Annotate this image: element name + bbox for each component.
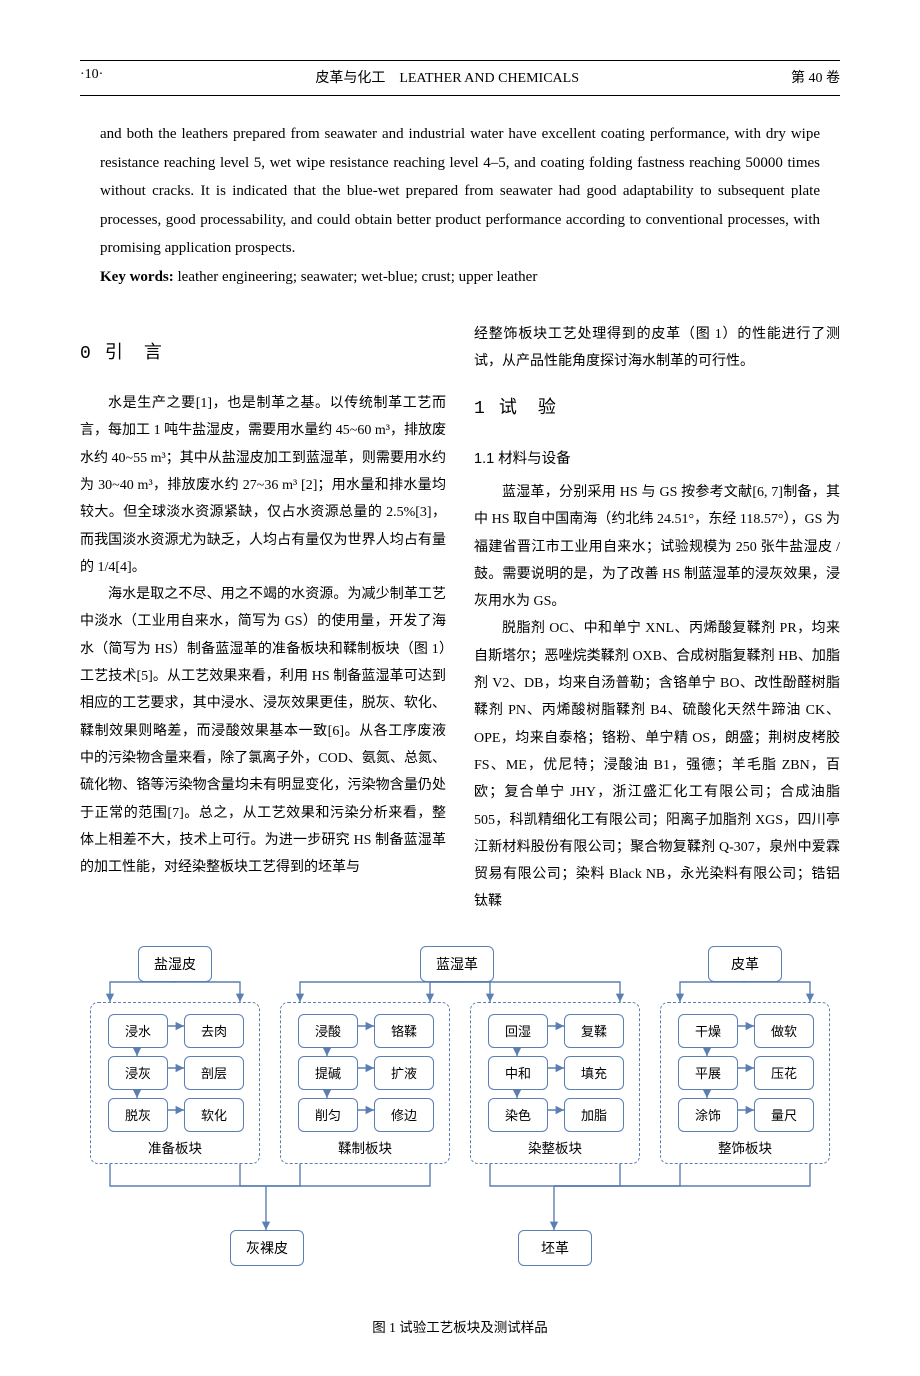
section-1-title: 试 验 xyxy=(499,397,564,417)
column-left: 0 引 言 水是生产之要[1]，也是制革之基。以传统制革工艺而言，每加工 1 吨牛… xyxy=(80,321,446,916)
rule-top xyxy=(80,60,840,61)
flowchart-step-1-2-0: 削匀 xyxy=(298,1098,358,1132)
flowchart-step-3-2-0: 涂饰 xyxy=(678,1098,738,1132)
journal-title-cn: 皮革与化工 xyxy=(315,71,385,86)
flowchart-output-1: 坯革 xyxy=(518,1230,592,1266)
volume-label: 第 40 卷 xyxy=(791,67,840,87)
flowchart-step-1-0-0: 浸酸 xyxy=(298,1014,358,1048)
section-1-heading: 1 试 验 xyxy=(474,390,840,427)
flowchart-module-label-1: 鞣制板块 xyxy=(281,1137,449,1157)
page-number: ·10· xyxy=(80,67,103,87)
flowchart-input-0: 盐湿皮 xyxy=(138,946,212,982)
flowchart-step-0-1-1: 剖层 xyxy=(184,1056,244,1090)
running-header: ·10· 皮革与化工 LEATHER AND CHEMICALS 第 40 卷 xyxy=(80,67,840,96)
para-right-2: 脱脂剂 OC、中和单宁 XNL、丙烯酸复鞣剂 PR，均来自斯塔尔；恶唑烷类鞣剂 … xyxy=(474,615,840,915)
page: ·10· 皮革与化工 LEATHER AND CHEMICALS 第 40 卷 … xyxy=(0,0,920,1376)
flowchart-step-3-2-1: 量尺 xyxy=(754,1098,814,1132)
column-right: 经整饰板块工艺处理得到的皮革（图 1）的性能进行了测试，从产品性能角度探讨海水制… xyxy=(474,321,840,916)
flowchart-step-1-1-1: 扩液 xyxy=(374,1056,434,1090)
flowchart-step-3-0-0: 干燥 xyxy=(678,1014,738,1048)
flowchart-step-2-0-0: 回湿 xyxy=(488,1014,548,1048)
flowchart-output-0: 灰裸皮 xyxy=(230,1230,304,1266)
body-columns: 0 引 言 水是生产之要[1]，也是制革之基。以传统制革工艺而言，每加工 1 吨牛… xyxy=(80,321,840,916)
para-left-1: 水是生产之要[1]，也是制革之基。以传统制革工艺而言，每加工 1 吨牛盐湿皮，需… xyxy=(80,390,446,581)
flowchart-step-2-1-1: 填充 xyxy=(564,1056,624,1090)
flowchart-step-2-2-1: 加脂 xyxy=(564,1098,624,1132)
keywords: leather engineering; seawater; wet-blue;… xyxy=(174,269,538,285)
flowchart-step-3-0-1: 做软 xyxy=(754,1014,814,1048)
flowchart-step-0-0-0: 浸水 xyxy=(108,1014,168,1048)
section-1-num: 1 xyxy=(474,399,485,419)
section-0-heading: 0 引 言 xyxy=(80,335,446,372)
flowchart-step-1-2-1: 修边 xyxy=(374,1098,434,1132)
para-left-2: 海水是取之不尽、用之不竭的水资源。为减少制革工艺中淡水（工业用自来水，简写为 G… xyxy=(80,581,446,881)
flowchart-step-0-0-1: 去肉 xyxy=(184,1014,244,1048)
flowchart-step-2-2-0: 染色 xyxy=(488,1098,548,1132)
figure-1-caption: 图 1 试验工艺板块及测试样品 xyxy=(80,1316,840,1336)
flowchart-step-3-1-0: 平展 xyxy=(678,1056,738,1090)
para-right-1: 蓝湿革，分别采用 HS 与 GS 按参考文献[6, 7]制备，其中 HS 取自中… xyxy=(474,479,840,615)
flowchart-step-3-1-1: 压花 xyxy=(754,1056,814,1090)
subsection-1-1: 1.1 材料与设备 xyxy=(474,445,840,473)
section-0-num: 0 xyxy=(80,344,91,364)
journal-title-en: LEATHER AND CHEMICALS xyxy=(399,71,579,86)
journal-title: 皮革与化工 LEATHER AND CHEMICALS xyxy=(315,67,579,87)
flowchart-step-0-2-0: 脱灰 xyxy=(108,1098,168,1132)
flowchart-step-0-1-0: 浸灰 xyxy=(108,1056,168,1090)
flowchart-input-2: 皮革 xyxy=(708,946,782,982)
abstract-body: and both the leathers prepared from seaw… xyxy=(100,126,820,256)
flowchart-step-1-0-1: 铬鞣 xyxy=(374,1014,434,1048)
flowchart-module-label-2: 染整板块 xyxy=(471,1137,639,1157)
section-0-title: 引 言 xyxy=(105,342,170,362)
abstract: and both the leathers prepared from seaw… xyxy=(100,120,820,291)
flowchart-figure-1: 盐湿皮 蓝湿革 皮革准备板块 浸水去肉浸灰剖层脱灰软化鞣制板块 浸酸铬鞣提碱扩液削匀修边… xyxy=(80,938,840,1308)
flowchart-step-0-2-1: 软化 xyxy=(184,1098,244,1132)
flowchart-input-1: 蓝湿革 xyxy=(420,946,494,982)
flowchart-module-label-3: 整饰板块 xyxy=(661,1137,829,1157)
flowchart-step-1-1-0: 提碱 xyxy=(298,1056,358,1090)
keywords-label: Key words: xyxy=(100,269,174,285)
flowchart-step-2-1-0: 中和 xyxy=(488,1056,548,1090)
para-right-0: 经整饰板块工艺处理得到的皮革（图 1）的性能进行了测试，从产品性能角度探讨海水制… xyxy=(474,321,840,376)
flowchart-step-2-0-1: 复鞣 xyxy=(564,1014,624,1048)
flowchart-module-label-0: 准备板块 xyxy=(91,1137,259,1157)
